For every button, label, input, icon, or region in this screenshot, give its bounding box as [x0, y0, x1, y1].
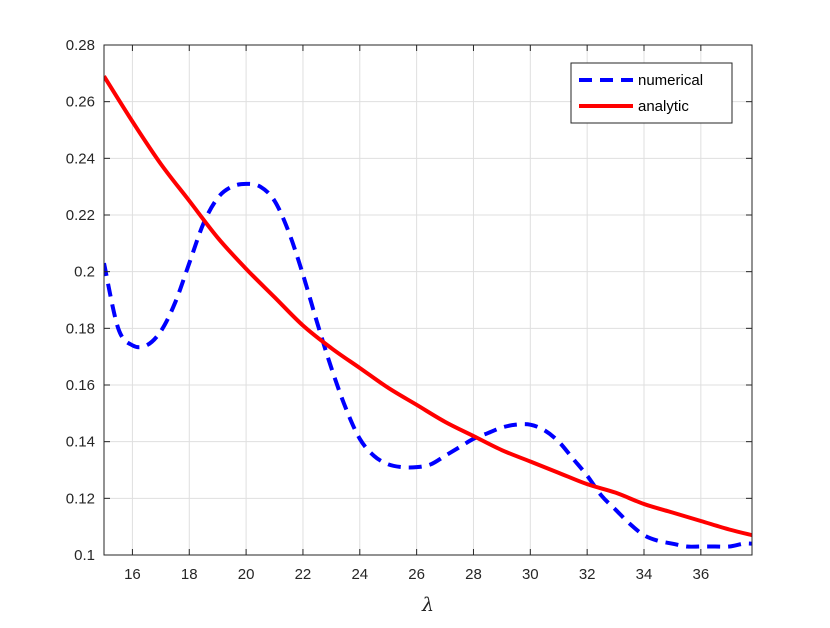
legend-label-numerical: numerical: [638, 72, 703, 89]
x-tick-label: 34: [636, 566, 653, 583]
y-tick-label: 0.12: [66, 490, 95, 507]
legend: numerical analytic: [570, 62, 733, 124]
x-tick-label: 26: [408, 566, 425, 583]
x-tick-label: 24: [351, 566, 368, 583]
legend-label-analytic: analytic: [638, 98, 689, 115]
y-tick-label: 0.26: [66, 94, 95, 111]
series-line-analytic: [104, 75, 752, 538]
x-tick-label: 36: [692, 566, 709, 583]
x-tick-label: 22: [295, 566, 312, 583]
x-tick-label: 20: [238, 566, 255, 583]
plot-series: [104, 75, 752, 549]
x-tick-label: 18: [181, 566, 198, 583]
y-tick-label: 0.14: [66, 434, 95, 451]
y-tick-label: 0.2: [74, 264, 95, 281]
x-tick-label: 32: [579, 566, 596, 583]
x-axis-label: λ: [421, 594, 434, 616]
plot-area-frame: [103, 44, 753, 556]
y-tick-label: 0.18: [66, 320, 95, 337]
series-line-numerical: [104, 181, 752, 549]
y-tick-label: 0.22: [66, 207, 95, 224]
x-tick-label: 30: [522, 566, 539, 583]
x-tick-label: 28: [465, 566, 482, 583]
axis-ticks: 16 18 20 22 24 26 28 30 32 34 36 0.1 0.12 0.14 0.16 0.1…: [66, 37, 752, 583]
y-tick-label: 0.1: [74, 547, 95, 564]
y-tick-label: 0.28: [66, 37, 95, 54]
y-tick-label: 0.16: [66, 377, 95, 394]
legend-box: [570, 62, 733, 124]
y-tick-label: 0.24: [66, 150, 95, 167]
x-tick-label: 16: [124, 566, 141, 583]
